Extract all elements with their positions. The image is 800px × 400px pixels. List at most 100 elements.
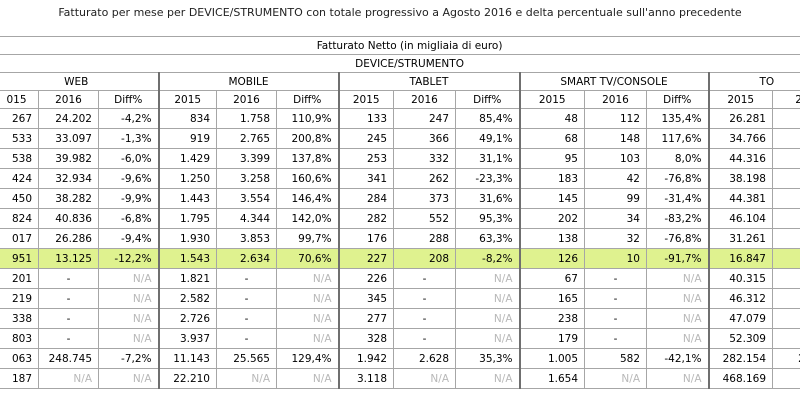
column-header: 2015: [337, 90, 394, 109]
table-cell: 48: [518, 108, 585, 129]
group-header-smart-tv: SMART TV/CONSOLE: [518, 72, 709, 91]
table-cell: 3.258: [216, 168, 277, 189]
table-cell: 3.554: [216, 188, 277, 209]
table-cell: 26.281: [707, 108, 773, 129]
table-cell: -12,2%: [98, 248, 159, 269]
table-cell: 95: [518, 148, 585, 169]
table-cell: 45: [771, 208, 800, 229]
table-cell: 137,8%: [276, 148, 339, 169]
table-cell: 582: [584, 348, 647, 369]
table-cell: 282: [337, 208, 394, 229]
table-cell: 30: [771, 228, 800, 249]
table-cell: 44.381: [707, 188, 773, 209]
table-row: 063 248.745 -7,2% 11.143 25.565 129,4% 1.942 2.…: [0, 348, 800, 369]
table-cell: 95,3%: [455, 208, 520, 229]
table-cell: -: [216, 308, 277, 329]
table-cell: 1.443: [157, 188, 217, 209]
table-cell: 145: [518, 188, 585, 209]
table-cell: 202: [518, 208, 585, 229]
table-cell: 226: [337, 268, 394, 289]
table-cell: 34.766: [707, 128, 773, 149]
table-cell: 43: [771, 148, 800, 169]
table-cell: 063: [0, 348, 39, 369]
table-row: 951 13.125 -12,2% 1.543 2.634 70,6% 227 208 -8,2…: [0, 248, 800, 269]
table-cell: -83,2%: [646, 208, 709, 229]
table-cell: 99,7%: [276, 228, 339, 249]
table-cell: 36: [771, 168, 800, 189]
table-cell: N/A: [393, 368, 456, 389]
table-cell: 533: [0, 128, 39, 149]
table-cell: 834: [157, 108, 217, 129]
table-cell: N/A: [276, 308, 339, 329]
table-cell: 328: [337, 328, 394, 349]
table-cell: 117,6%: [646, 128, 709, 149]
table-cell: N/A: [646, 288, 709, 309]
table-cell: 133: [337, 108, 394, 129]
column-header: 2: [771, 90, 800, 109]
table-cell: 38.198: [707, 168, 773, 189]
table-cell: -: [393, 288, 456, 309]
table-cell: 112: [584, 108, 647, 129]
table-cell: 200,8%: [276, 128, 339, 149]
table-cell: -9,6%: [98, 168, 159, 189]
table-cell: N/A: [276, 328, 339, 349]
table-cell: 1.942: [337, 348, 394, 369]
subheader-row: 015 2016 Diff% 2015 2016 Diff% 2015 2016 Diff% 20…: [0, 90, 800, 109]
table-cell: 208: [393, 248, 456, 269]
table-cell: 176: [337, 228, 394, 249]
table-cell: 85,4%: [455, 108, 520, 129]
table-cell: -91,7%: [646, 248, 709, 269]
table-row: 267 24.202 -4,2% 834 1.758 110,9% 133 247 85,4% 4…: [0, 108, 800, 129]
table-cell: 017: [0, 228, 39, 249]
table-cell: -1,3%: [98, 128, 159, 149]
table-cell: N/A: [455, 268, 520, 289]
table-cell: 32.934: [38, 168, 99, 189]
table-cell: 24.202: [38, 108, 99, 129]
table-cell: 135,4%: [646, 108, 709, 129]
table-cell: 919: [157, 128, 217, 149]
table-cell: 552: [393, 208, 456, 229]
table-cell: 2.628: [393, 348, 456, 369]
table-cell: N/A: [98, 268, 159, 289]
table-cell: 129,4%: [276, 348, 339, 369]
table-cell: -: [584, 288, 647, 309]
table-cell: 138: [518, 228, 585, 249]
table-cell: -: [584, 268, 647, 289]
table-cell: N/A: [584, 368, 647, 389]
table-cell: 15: [771, 248, 800, 269]
table-cell: 46.104: [707, 208, 773, 229]
table-cell: N/A: [646, 368, 709, 389]
column-header: 2016: [584, 90, 647, 109]
group-header-tablet: TABLET: [337, 72, 520, 91]
header-sub: DEVICE/STRUMENTO: [0, 54, 800, 73]
table-cell: 803: [0, 328, 39, 349]
header-main: Fatturato Netto (in migliaia di euro): [0, 36, 800, 55]
table-cell: 179: [518, 328, 585, 349]
table-cell: 282.154: [707, 348, 773, 369]
table-cell: N/A: [38, 368, 99, 389]
table-cell: 2.582: [157, 288, 217, 309]
table-cell: 103: [584, 148, 647, 169]
table-row: 533 33.097 -1,3% 919 2.765 200,8% 245 366 49,1% 6…: [0, 128, 800, 149]
table-cell: 1.005: [518, 348, 585, 369]
table-cell: 183: [518, 168, 585, 189]
table-cell: -: [38, 288, 99, 309]
table-cell: 31,1%: [455, 148, 520, 169]
table-cell: 39.982: [38, 148, 99, 169]
table-row: 538 39.982 -6,0% 1.429 3.399 137,8% 253 332 31,1…: [0, 148, 800, 169]
table-cell: 38.282: [38, 188, 99, 209]
column-header: Diff%: [455, 90, 520, 109]
table-cell: N/A: [98, 288, 159, 309]
table-cell: 201: [0, 268, 39, 289]
table-cell: N/A: [276, 268, 339, 289]
column-header: Diff%: [98, 90, 159, 109]
table-cell: [771, 368, 800, 389]
table-cell: -: [584, 328, 647, 349]
table-cell: 468.169: [707, 368, 773, 389]
table-cell: -: [216, 288, 277, 309]
revenue-table: Fatturato Netto (in migliaia di euro) DE…: [0, 36, 800, 389]
table-cell: 332: [393, 148, 456, 169]
table-cell: 22.210: [157, 368, 217, 389]
table-cell: 373: [393, 188, 456, 209]
table-cell: 26.286: [38, 228, 99, 249]
